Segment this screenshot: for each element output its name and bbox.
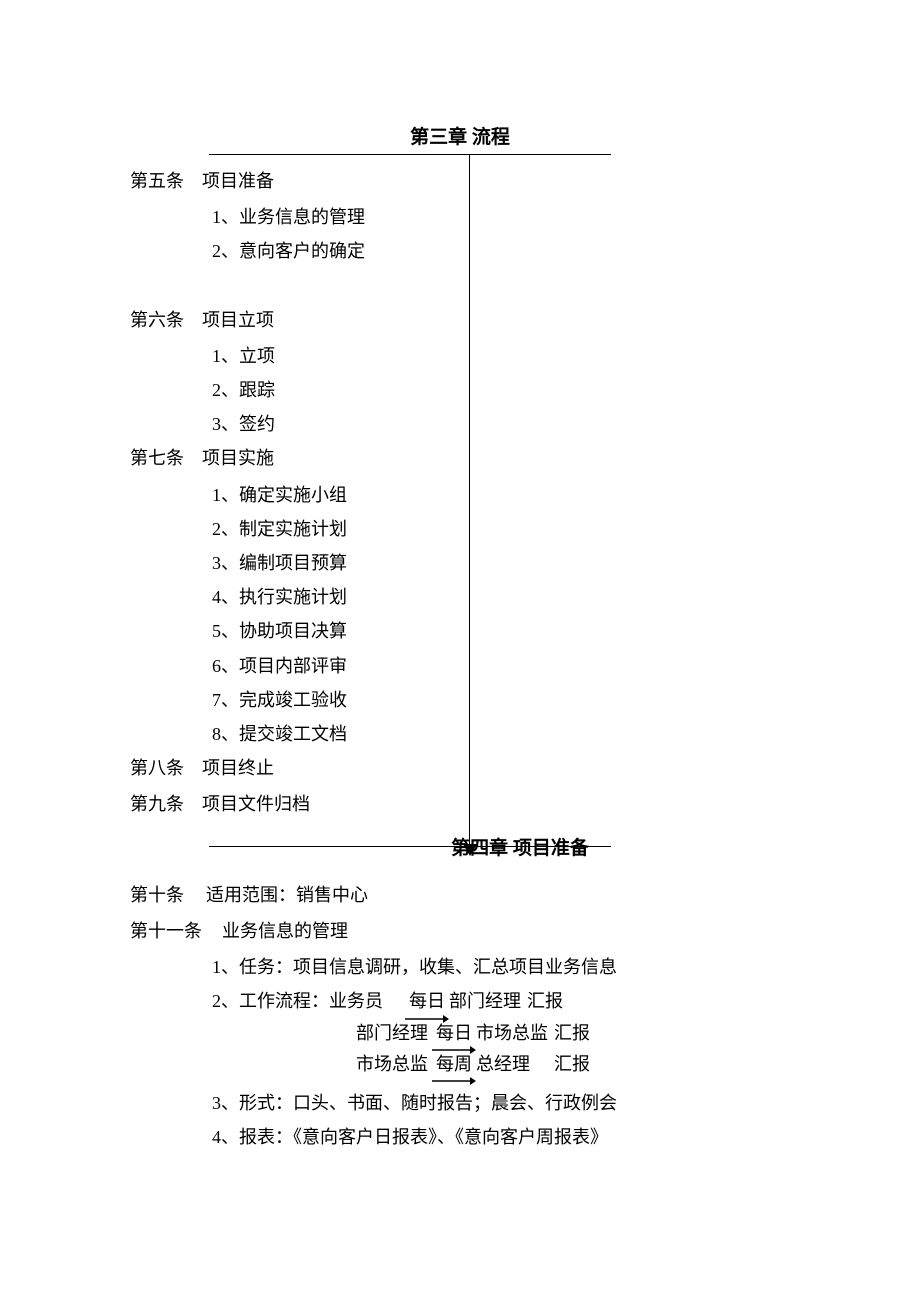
chapter3-title: 第三章 流程 [130, 120, 790, 156]
flow-line-vertical [469, 154, 471, 848]
workflow-action: 汇报 [554, 1018, 594, 1049]
workflow-freq: 每日 [405, 984, 449, 1018]
arrow-right-icon [432, 1077, 476, 1085]
article-label: 第十条 [130, 878, 192, 912]
workflow-target: 总经理 [476, 1049, 554, 1080]
freq-text: 每周 [436, 1054, 472, 1074]
freq-text: 每日 [436, 1023, 472, 1043]
article-11: 第十一条 业务信息的管理 [130, 914, 790, 948]
article-10: 第十条 适用范围：销售中心 [130, 878, 790, 912]
list-item: 1、任务：项目信息调研，收集、汇总项目业务信息 [212, 950, 790, 984]
article-label: 第六条 [130, 303, 192, 337]
workflow-target: 市场总监 [476, 1018, 554, 1049]
workflow-action: 汇报 [527, 984, 567, 1018]
workflow-target: 部门经理 [449, 984, 527, 1018]
article-text: 适用范围：销售中心 [206, 878, 368, 912]
article-label: 第七条 [130, 441, 192, 475]
workflow-label: 2、工作流程： [212, 984, 329, 1018]
article-label: 第九条 [130, 787, 192, 821]
workflow-row-3: 市场总监 每周 总经理 汇报 [356, 1049, 790, 1080]
workflow-role: 市场总监 [356, 1049, 432, 1080]
flow-line-top [209, 154, 611, 156]
flow-diagram-arrow [209, 154, 611, 848]
freq-text: 每日 [409, 991, 445, 1011]
workflow-row-1: 2、工作流程： 业务员 每日 部门经理 汇报 [212, 984, 790, 1018]
list-item: 3、形式：口头、书面、随时报告；晨会、行政例会 [212, 1086, 790, 1120]
workflow-action: 汇报 [554, 1049, 594, 1080]
article-label: 第八条 [130, 751, 192, 785]
workflow-freq: 每周 [432, 1049, 476, 1080]
workflow-freq: 每日 [432, 1018, 476, 1049]
article-title: 业务信息的管理 [222, 914, 348, 948]
list-item: 4、报表：《意向客户日报表》、《意向客户周报表》 [212, 1120, 790, 1154]
arrowhead-down-icon [463, 844, 477, 856]
flow-line-bottom [209, 846, 611, 848]
workflow-role: 业务员 [329, 984, 405, 1018]
article-label: 第五条 [130, 164, 192, 198]
article-label: 第十一条 [130, 914, 208, 948]
